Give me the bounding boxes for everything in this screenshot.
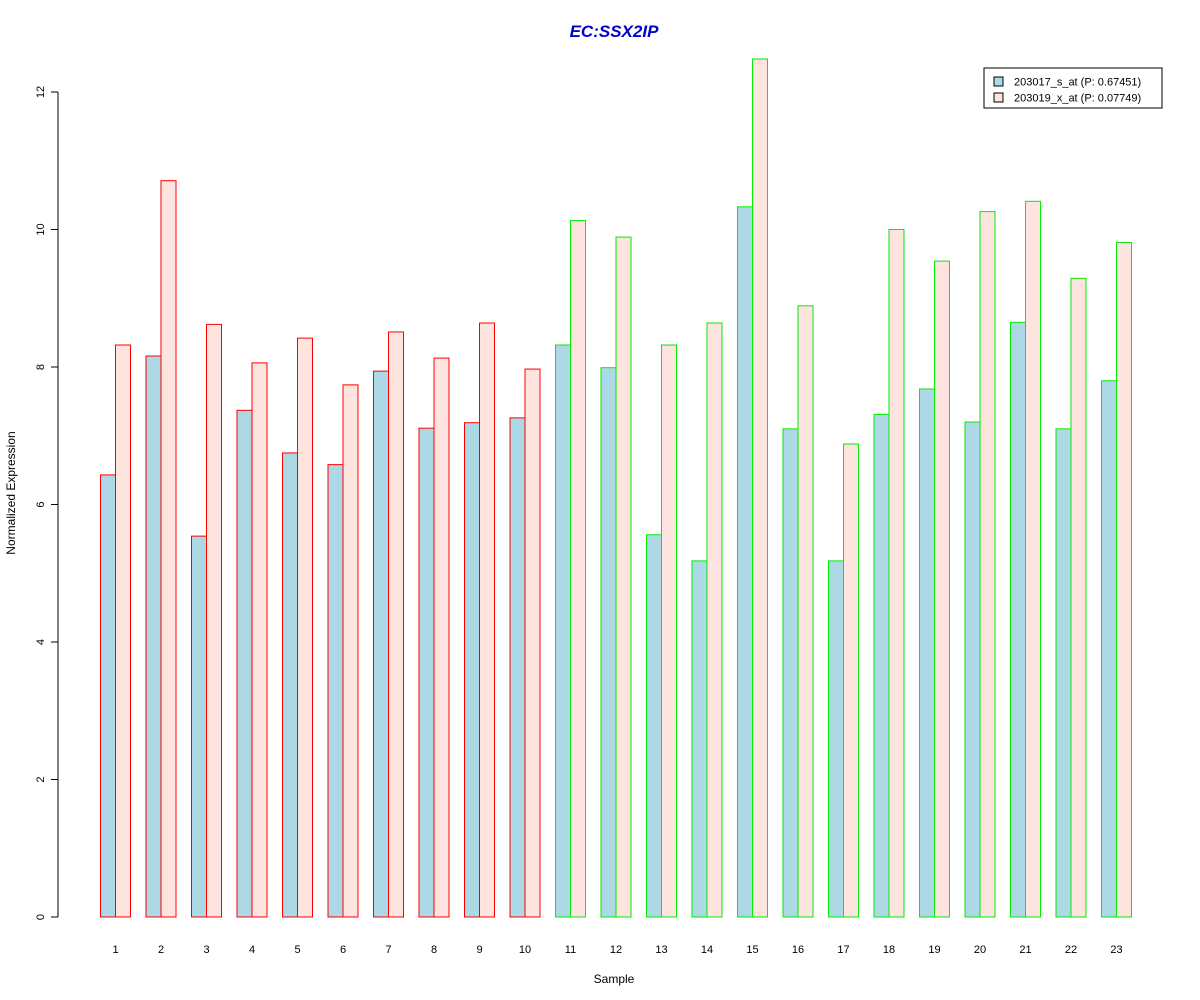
bar-203017	[782, 428, 799, 918]
y-tick-label: 8	[35, 364, 47, 370]
y-tick-label: 12	[35, 86, 47, 98]
bar-203019	[115, 344, 131, 918]
legend: 203017_s_at (P: 0.67451) 203019_x_at (P: …	[983, 67, 1163, 109]
bar-203017	[464, 422, 480, 918]
x-tick-label: 15	[746, 944, 758, 956]
bar-203017	[191, 535, 207, 918]
x-tick-label: 9	[476, 944, 482, 956]
x-tick-label: 12	[610, 944, 622, 956]
bar-203019	[979, 211, 996, 918]
x-tick-label: 18	[883, 944, 895, 956]
bar-203019	[433, 357, 450, 918]
bar-203017	[691, 560, 708, 918]
bar-203017	[555, 344, 571, 918]
y-tick-label: 2	[35, 776, 47, 782]
y-tick-label: 10	[35, 223, 47, 235]
bar-203019	[297, 337, 313, 918]
y-axis: 0 2 4 6 8 10 12	[35, 86, 59, 920]
bar-203017	[964, 421, 981, 918]
bar-203019	[524, 368, 541, 918]
bars	[100, 58, 1132, 918]
bar-203017	[509, 417, 526, 918]
y-axis-label: Normalized Expression	[4, 431, 18, 554]
x-tick-label: 13	[655, 944, 667, 956]
bar-203019	[1070, 277, 1087, 918]
x-tick-label: 3	[203, 944, 209, 956]
bar-203017	[873, 413, 890, 918]
bar-203017	[100, 474, 116, 918]
bar-203019	[1116, 242, 1132, 918]
bar-203017	[236, 409, 253, 918]
bar-203019	[797, 305, 814, 918]
bar-203019	[388, 331, 404, 918]
x-axis-label: Sample	[594, 972, 635, 986]
bar-203019	[934, 260, 950, 918]
bar-203019	[206, 323, 222, 918]
x-tick-label: 21	[1019, 944, 1031, 956]
x-tick-label: 7	[385, 944, 391, 956]
bar-203017	[418, 427, 435, 918]
x-tick-label: 6	[340, 944, 346, 956]
bar-203017	[373, 370, 389, 918]
bar-203019	[706, 322, 723, 918]
bar-203017	[1101, 380, 1117, 918]
x-tick-label: 4	[249, 944, 255, 956]
x-tick-label: 16	[792, 944, 804, 956]
x-tick-label: 8	[431, 944, 437, 956]
bar-203019	[615, 236, 632, 918]
bar-203017	[646, 534, 662, 918]
bar-203019	[888, 229, 905, 918]
y-tick-label: 6	[35, 501, 47, 507]
legend-box	[983, 67, 1163, 109]
x-tick-label: 11	[565, 944, 576, 956]
bar-203017	[828, 560, 844, 918]
bar-203019	[570, 220, 586, 918]
bar-203017	[282, 452, 298, 918]
bar-203017	[327, 464, 344, 918]
bar-203019	[160, 180, 177, 918]
x-tick-label: 10	[519, 944, 531, 956]
bar-203019	[843, 443, 859, 918]
bar-203017	[1010, 321, 1026, 918]
bar-203017	[145, 355, 162, 918]
x-tick-label: 19	[928, 944, 940, 956]
legend-swatch	[993, 76, 1004, 87]
legend-entry: 203019_x_at (P: 0.07749)	[1014, 93, 1141, 105]
y-tick-label: 4	[35, 639, 47, 645]
chart-title: EC:SSX2IP	[570, 22, 659, 41]
x-tick-label: 22	[1065, 944, 1077, 956]
bar-203017	[919, 388, 935, 918]
bar-203017	[600, 367, 617, 918]
legend-swatch	[993, 92, 1004, 103]
bar-203017	[1055, 428, 1072, 918]
x-tick-label: 5	[294, 944, 300, 956]
bar-203019	[1025, 200, 1041, 918]
bar-203019	[479, 322, 495, 918]
x-tick-label: 14	[701, 944, 713, 956]
bar-203019	[342, 384, 359, 918]
bar-203019	[251, 362, 268, 918]
x-tick-label: 17	[837, 944, 849, 956]
bar-203019	[752, 58, 768, 918]
x-tick-label: 23	[1110, 944, 1122, 956]
x-tick-label: 20	[974, 944, 986, 956]
x-tick-labels: 1 2 3 4 5 6 7 8 9 10 11 12 13 14 15 16 17 18 19 20 21 22 23	[112, 944, 1122, 956]
bar-203017	[737, 206, 753, 918]
x-tick-label: 1	[112, 944, 118, 956]
x-tick-label: 2	[158, 944, 164, 956]
bar-203019	[661, 344, 677, 918]
legend-entry: 203017_s_at (P: 0.67451)	[1014, 77, 1141, 89]
y-tick-label: 0	[35, 914, 47, 920]
